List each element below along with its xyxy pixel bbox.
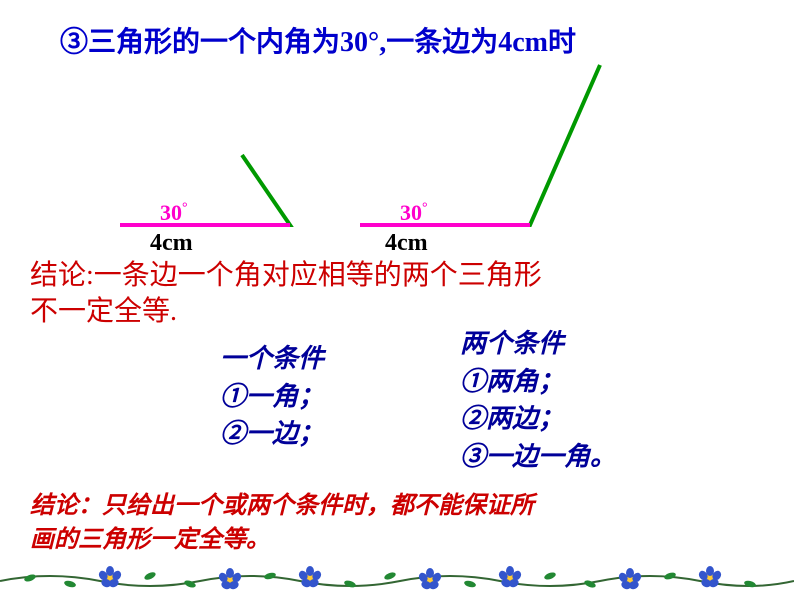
conclusion-1-line1: 结论:一条边一个角对应相等的两个三角形 [30,258,542,294]
conclusion-2-line1: 结论：只给出一个或两个条件时，都不能保证所 [30,490,534,524]
angle-2-deg: ° [422,201,428,216]
flower-border-icon [0,556,794,596]
angle-2-value: 30 [400,200,422,225]
angle-1-deg: ° [182,201,188,216]
angle-label-2: 30° [400,200,428,226]
one-condition-item2: ②一边； [220,415,324,453]
conclusion-2: 结论：只给出一个或两个条件时，都不能保证所 画的三角形一定全等。 [30,490,534,557]
angle-1-value: 30 [160,200,182,225]
one-condition-block: 一个条件 ①一角； ②一边； [220,340,324,453]
triangle-1-sides [120,155,290,225]
two-condition-item1: ①两角； [460,363,616,401]
two-condition-item3: ③一边一角。 [460,438,616,476]
triangle-2-sides [360,65,600,225]
two-condition-header: 两个条件 [460,325,616,363]
one-condition-header: 一个条件 [220,340,324,378]
conclusion-2-line2: 画的三角形一定全等。 [30,524,534,558]
two-condition-block: 两个条件 ①两角； ②两边； ③一边一角。 [460,325,616,476]
side-label-2: 4cm [385,230,428,257]
two-condition-item2: ②两边； [460,400,616,438]
conclusion-1: 结论:一条边一个角对应相等的两个三角形 不一定全等. [30,258,542,331]
side-label-1: 4cm [150,230,193,257]
angle-label-1: 30° [160,200,188,226]
triangles-diagram [0,0,794,250]
one-condition-item1: ①一角； [220,378,324,416]
